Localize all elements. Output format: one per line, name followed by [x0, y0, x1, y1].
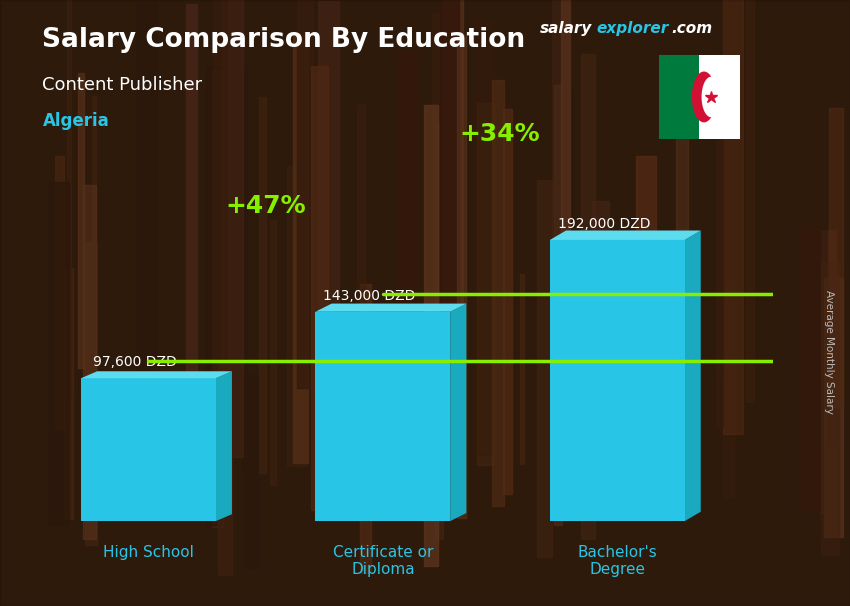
Bar [550, 240, 684, 521]
Bar [828, 230, 836, 445]
Bar [477, 104, 495, 465]
Bar [552, 0, 569, 387]
Bar [83, 185, 96, 539]
Bar [564, 89, 573, 460]
Bar [55, 156, 64, 428]
Bar [473, 20, 494, 454]
Bar [397, 51, 416, 480]
Bar [206, 67, 221, 525]
Bar [716, 54, 728, 379]
Text: Content Publisher: Content Publisher [42, 76, 202, 94]
Bar [799, 226, 820, 511]
Text: Bachelor's
Degree: Bachelor's Degree [577, 545, 657, 577]
Bar [636, 156, 656, 459]
Polygon shape [81, 371, 232, 378]
Bar [432, 13, 448, 507]
Bar [570, 239, 581, 513]
Bar [218, 363, 232, 574]
Bar [78, 73, 84, 368]
Bar [85, 242, 97, 545]
Bar [424, 105, 439, 567]
Bar [212, 0, 227, 473]
Bar [270, 221, 276, 485]
Text: Certificate or
Diploma: Certificate or Diploma [332, 545, 433, 577]
Polygon shape [684, 230, 700, 521]
Bar [212, 71, 223, 527]
Text: salary: salary [540, 21, 592, 36]
Bar [293, 34, 309, 463]
Bar [81, 378, 216, 521]
Circle shape [692, 72, 716, 122]
Bar [723, 0, 744, 434]
Bar [561, 0, 570, 419]
Polygon shape [450, 304, 467, 521]
Bar [297, 0, 314, 388]
Bar [244, 375, 258, 568]
Bar [821, 262, 839, 555]
Bar [242, 65, 247, 469]
Bar [659, 55, 699, 139]
Bar [49, 182, 69, 525]
Bar [502, 108, 512, 494]
Bar [824, 278, 843, 537]
Text: 97,600 DZD: 97,600 DZD [93, 356, 177, 370]
Bar [64, 267, 73, 519]
Text: .com: .com [672, 21, 712, 36]
Bar [440, 0, 459, 420]
Bar [435, 122, 444, 539]
Text: +34%: +34% [460, 122, 541, 146]
Bar [492, 80, 504, 506]
Bar [520, 274, 524, 464]
Bar [259, 97, 266, 473]
Bar [745, 0, 754, 402]
Bar [592, 201, 609, 513]
Bar [222, 0, 243, 458]
Bar [319, 1, 339, 448]
Bar [287, 167, 307, 465]
Bar [185, 4, 197, 507]
Bar [311, 67, 328, 510]
Text: Average Monthly Salary: Average Monthly Salary [824, 290, 834, 413]
Polygon shape [550, 230, 700, 240]
Bar [716, 96, 723, 427]
Bar [581, 54, 595, 539]
Bar [537, 180, 553, 556]
Text: 192,000 DZD: 192,000 DZD [558, 217, 650, 231]
Bar [360, 284, 371, 573]
Bar [137, 0, 157, 441]
Text: 143,000 DZD: 143,000 DZD [323, 289, 416, 303]
Text: Algeria: Algeria [42, 112, 110, 130]
Bar [830, 108, 842, 407]
Bar [699, 55, 740, 139]
Circle shape [701, 76, 721, 118]
Bar [554, 85, 562, 525]
Text: High School: High School [103, 545, 194, 559]
Bar [66, 0, 71, 398]
Text: explorer: explorer [597, 21, 669, 36]
Bar [820, 231, 835, 513]
Polygon shape [315, 304, 467, 311]
Text: Salary Comparison By Education: Salary Comparison By Education [42, 27, 525, 53]
Bar [620, 291, 637, 500]
Bar [456, 35, 467, 518]
Bar [722, 281, 734, 497]
Bar [357, 104, 366, 415]
Bar [92, 96, 97, 509]
Bar [443, 0, 463, 417]
Bar [315, 311, 451, 521]
Polygon shape [216, 371, 232, 521]
Bar [676, 79, 688, 471]
Text: +47%: +47% [225, 194, 306, 218]
